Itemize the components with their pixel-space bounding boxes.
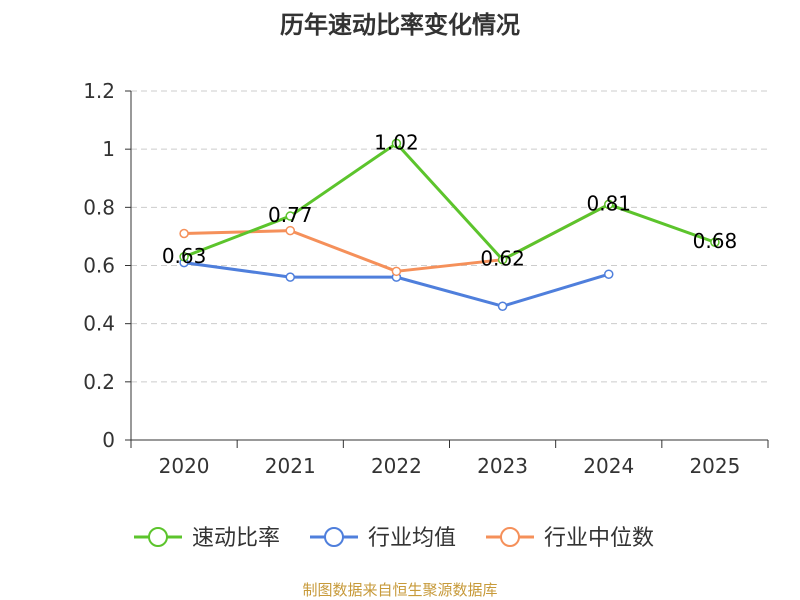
legend-label: 行业中位数 xyxy=(544,526,654,551)
x-tick-label: 2023 xyxy=(477,454,528,478)
legend-item[interactable]: 行业均值 xyxy=(310,526,456,551)
data-point xyxy=(391,266,402,277)
y-tick-label: 1.2 xyxy=(83,79,115,103)
grid xyxy=(131,90,768,383)
data-point xyxy=(497,254,508,265)
x-tick-label: 2024 xyxy=(583,454,634,478)
chart-title: 历年速动比率变化情况 xyxy=(280,11,520,39)
data-point xyxy=(391,138,402,149)
legend-swatch-marker xyxy=(148,527,168,547)
data-point xyxy=(710,237,720,247)
data-point xyxy=(285,272,295,282)
x-tick-label: 2025 xyxy=(689,454,740,478)
data-label: 0.68 xyxy=(693,229,738,253)
y-tick-label: 0.6 xyxy=(83,254,115,278)
data-point xyxy=(604,199,614,210)
data-point xyxy=(285,225,295,236)
data-label: 0.62 xyxy=(480,247,525,271)
data-point xyxy=(285,211,295,221)
y-tick-label: 0.4 xyxy=(83,312,115,336)
legend-label: 速动比率 xyxy=(192,526,280,551)
data-label: 1.02 xyxy=(374,130,419,154)
data-label: 0.77 xyxy=(268,203,313,227)
data-label: 0.63 xyxy=(162,244,207,268)
series-line xyxy=(183,141,716,262)
data-point xyxy=(604,269,614,279)
data-point xyxy=(179,228,189,239)
data-label: 0.81 xyxy=(586,191,631,215)
y-tick-label: 1 xyxy=(102,137,115,161)
legend-swatch-marker xyxy=(500,527,520,547)
source-note: 制图数据来自恒生聚源数据库 xyxy=(302,581,497,599)
legend-item[interactable]: 行业中位数 xyxy=(486,526,654,551)
y-tick-label: 0.2 xyxy=(83,370,115,394)
x-tick-label: 2022 xyxy=(371,454,422,478)
series-lines xyxy=(179,138,720,311)
data-labels: 0.63 0.77 1.02 0.62 0.81 0.68 xyxy=(162,130,737,270)
legend-swatch-marker xyxy=(324,527,344,547)
y-axis: 0 0.2 0.4 0.6 0.8 1 1.2 xyxy=(83,79,132,452)
data-point xyxy=(179,252,189,262)
y-tick-label: 0 xyxy=(102,428,115,452)
legend-item[interactable]: 速动比率 xyxy=(134,526,280,551)
x-tick-label: 2021 xyxy=(265,454,316,478)
data-point xyxy=(497,301,508,311)
x-axis: 2020 2021 2022 2023 2024 2025 xyxy=(130,439,769,478)
legend: 速动比率 行业均值 行业中位数 xyxy=(134,526,654,551)
y-tick-label: 0.8 xyxy=(83,195,115,219)
legend-label: 行业均值 xyxy=(368,526,456,551)
x-tick-label: 2020 xyxy=(159,454,210,478)
